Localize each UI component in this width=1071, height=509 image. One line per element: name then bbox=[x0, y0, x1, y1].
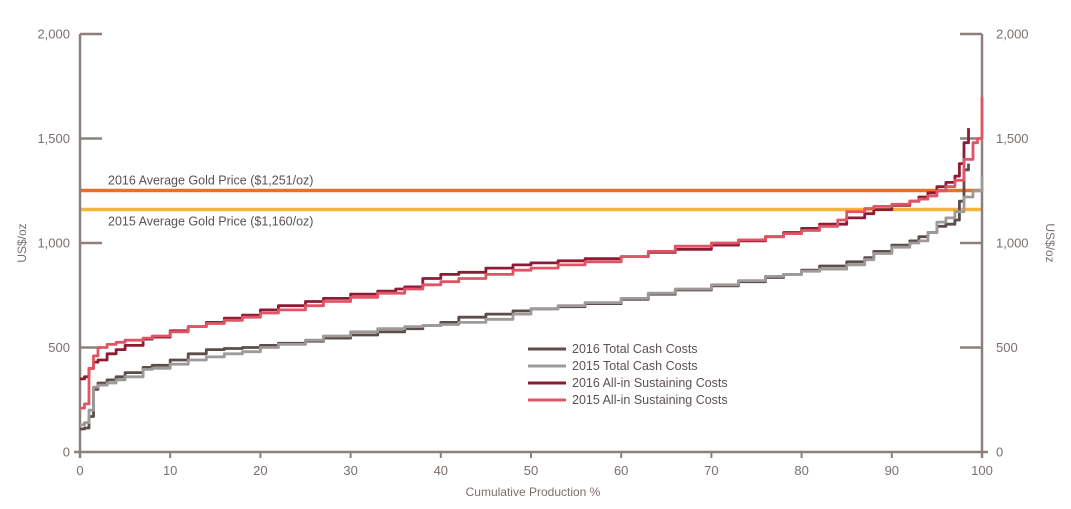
x-tick-label: 80 bbox=[794, 463, 808, 478]
y-tick-label-left: 500 bbox=[48, 340, 70, 355]
x-tick-label: 10 bbox=[163, 463, 177, 478]
x-axis-title: Cumulative Production % bbox=[466, 485, 601, 499]
series-line-1 bbox=[80, 163, 970, 431]
series-line-4 bbox=[80, 96, 984, 410]
y-tick-label-right: 1,500 bbox=[996, 131, 1029, 146]
y-axis-title-right: US$/oz bbox=[1043, 223, 1057, 262]
y-tick-label-right: 500 bbox=[996, 340, 1018, 355]
legend-label-2: 2015 Total Cash Costs bbox=[572, 359, 698, 373]
reference-line-label-1: 2016 Average Gold Price ($1,251/oz) bbox=[108, 174, 313, 188]
y-tick-label-left: 1,000 bbox=[37, 236, 70, 251]
series-line-3 bbox=[80, 128, 970, 381]
x-tick-label: 20 bbox=[253, 463, 267, 478]
y-tick-label-left: 0 bbox=[63, 445, 70, 460]
x-tick-label: 90 bbox=[885, 463, 899, 478]
x-tick-label: 70 bbox=[704, 463, 718, 478]
series-line-2 bbox=[80, 176, 984, 427]
reference-lines bbox=[80, 188, 982, 212]
y-tick-label-right: 0 bbox=[996, 445, 1003, 460]
x-tick-label: 60 bbox=[614, 463, 628, 478]
x-tick-label: 0 bbox=[76, 463, 83, 478]
reference-line-labels: 2016 Average Gold Price ($1,251/oz) 2015 … bbox=[108, 174, 313, 229]
legend-label-3: 2016 All-in Sustaining Costs bbox=[572, 376, 728, 390]
y-axis-title-left: US$/oz bbox=[15, 223, 29, 262]
y-tick-label-left: 2,000 bbox=[37, 27, 70, 42]
legend-label-4: 2015 All-in Sustaining Costs bbox=[572, 393, 728, 407]
x-tick-label: 30 bbox=[343, 463, 357, 478]
x-tick-label: 40 bbox=[434, 463, 448, 478]
reference-line-label-2: 2015 Average Gold Price ($1,160/oz) bbox=[108, 215, 313, 229]
x-tick-label: 50 bbox=[524, 463, 538, 478]
legend-label-1: 2016 Total Cash Costs bbox=[572, 342, 698, 356]
legend: 2016 Total Cash Costs 2015 Total Cash Cos… bbox=[528, 342, 728, 407]
series-layer bbox=[80, 96, 984, 431]
y-tick-label-right: 2,000 bbox=[996, 27, 1029, 42]
y-tick-label-left: 1,500 bbox=[37, 131, 70, 146]
x-tick-label: 100 bbox=[971, 463, 993, 478]
y-tick-label-right: 1,000 bbox=[996, 236, 1029, 251]
